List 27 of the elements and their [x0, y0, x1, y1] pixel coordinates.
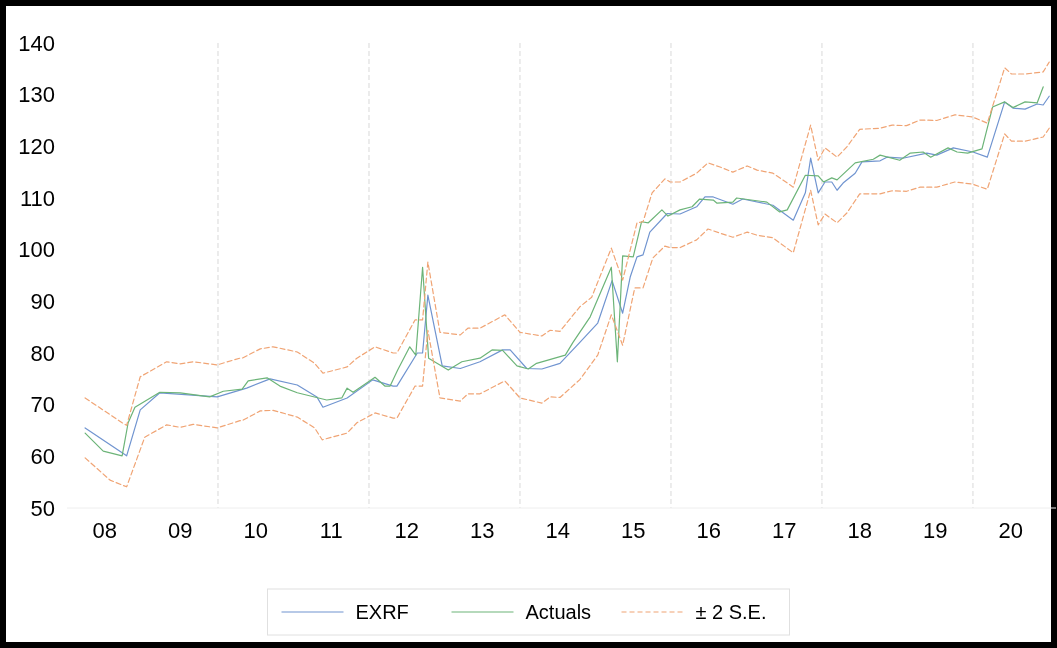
y-tick-label: 50 [30, 495, 55, 521]
y-tick-label: 120 [18, 134, 55, 160]
y-tick-label: 60 [30, 444, 55, 470]
y-tick-label: 140 [18, 30, 55, 56]
line-series [84, 127, 1050, 488]
legend-label: ± 2 S.E. [695, 601, 767, 623]
y-tick-label: 90 [30, 289, 55, 315]
x-tick-label: 18 [847, 518, 872, 543]
y-tick-label: 80 [30, 340, 55, 366]
x-tick-label: 19 [922, 518, 948, 543]
legend-label: Actuals [525, 601, 592, 623]
y-tick-label: 130 [18, 82, 55, 108]
x-tick-label: 11 [319, 518, 343, 543]
y-tick-label: 70 [30, 392, 55, 418]
x-tick-label: 10 [243, 518, 268, 543]
x-tick-label: 08 [92, 518, 117, 543]
x-tick-label: 12 [394, 518, 419, 543]
x-tick-label: 16 [696, 518, 721, 543]
legend-label: EXRF [355, 601, 409, 623]
x-tick-label: 13 [469, 518, 495, 543]
x-tick-label: 17 [771, 518, 797, 543]
x-tick-label: 14 [545, 518, 570, 543]
y-tick-label: 110 [19, 185, 55, 211]
x-tick-label: 15 [620, 518, 646, 543]
y-tick-label: 100 [18, 237, 55, 263]
x-tick-label: 09 [168, 518, 193, 543]
x-tick-label: 20 [998, 518, 1023, 543]
